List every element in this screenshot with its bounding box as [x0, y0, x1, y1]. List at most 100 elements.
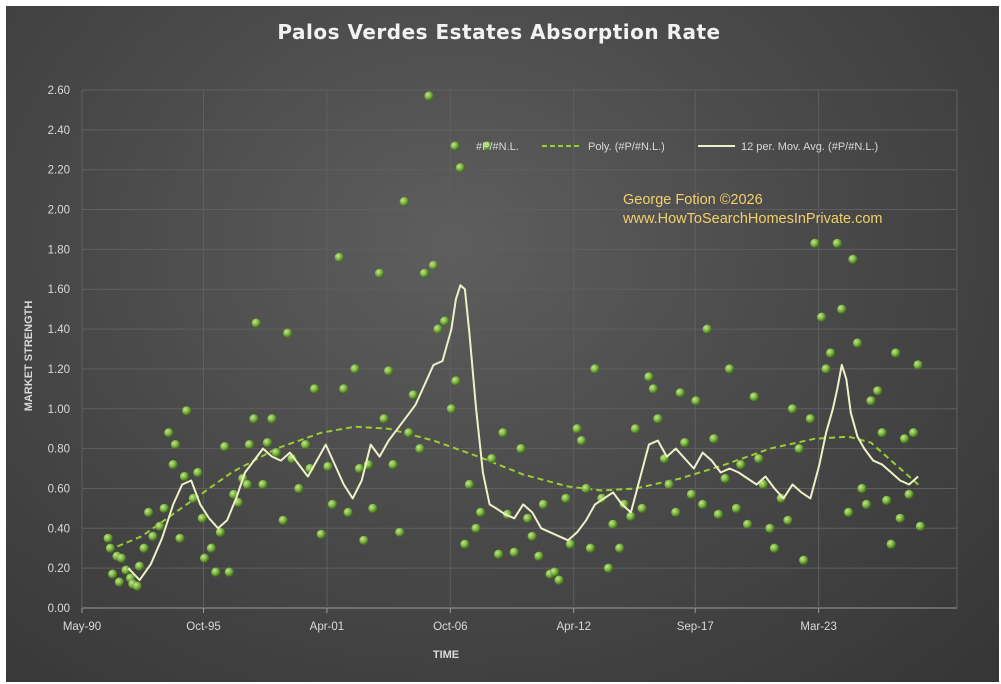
- data-point: [460, 539, 470, 549]
- data-point: [758, 479, 768, 490]
- data-point: [135, 561, 145, 571]
- data-point: [637, 503, 647, 513]
- data-point: [749, 392, 759, 402]
- grid-layer: [81, 89, 958, 609]
- data-point: [680, 438, 690, 448]
- data-point: [155, 521, 165, 531]
- data-point: [799, 555, 809, 565]
- data-point: [193, 467, 203, 478]
- data-point: [278, 515, 288, 525]
- data-point: [900, 434, 910, 444]
- data-point: [334, 252, 344, 262]
- data-point: [653, 414, 663, 424]
- data-point: [310, 384, 320, 394]
- data-point: [482, 141, 492, 151]
- y-tick-label: 2.00: [48, 205, 70, 217]
- data-point: [648, 384, 659, 394]
- credit-author: George Fotion ©2026: [623, 192, 763, 208]
- data-point: [354, 463, 365, 474]
- data-point: [882, 495, 892, 505]
- y-tick-label: 1.80: [48, 244, 70, 256]
- y-tick-label: 1.00: [48, 404, 70, 416]
- data-point: [713, 509, 724, 519]
- data-point: [765, 523, 775, 533]
- scatter-layer: [103, 91, 926, 591]
- data-point: [698, 499, 708, 509]
- data-point: [249, 414, 259, 424]
- data-point: [258, 479, 268, 490]
- data-point: [139, 543, 149, 553]
- data-point: [121, 565, 131, 575]
- data-point: [224, 567, 234, 577]
- data-point: [350, 364, 360, 374]
- data-point: [343, 507, 353, 517]
- data-point: [170, 440, 181, 450]
- data-point: [805, 414, 816, 424]
- data-point: [215, 527, 225, 537]
- data-point: [294, 483, 304, 494]
- data-point: [787, 404, 798, 414]
- x-axis-label: TIME: [433, 649, 459, 661]
- data-point: [114, 577, 124, 587]
- data-point: [886, 539, 896, 549]
- x-tick-label: Oct-06: [433, 621, 468, 633]
- y-tick-label: 1.20: [48, 364, 70, 376]
- data-point: [464, 479, 474, 490]
- data-point: [837, 304, 847, 314]
- data-point: [206, 543, 216, 553]
- legend-label-poly: Poly. (#P/#N.L.): [588, 141, 665, 153]
- data-point: [168, 460, 178, 470]
- data-point: [891, 348, 901, 358]
- data-point: [471, 523, 481, 533]
- data-point: [179, 471, 190, 482]
- axis-layer: 0.00 0.20 0.40 0.60 0.80 1.00 1.20 1.40 1.60 1.80…: [48, 85, 837, 633]
- data-point: [565, 539, 576, 549]
- data-point: [242, 479, 252, 490]
- data-point: [523, 513, 533, 523]
- data-point: [283, 328, 293, 338]
- data-point: [821, 364, 831, 374]
- data-point: [446, 404, 456, 414]
- data-point: [327, 499, 338, 509]
- data-point: [516, 444, 526, 454]
- x-tick-label: Oct-95: [186, 621, 221, 633]
- data-point: [554, 575, 564, 585]
- data-point: [368, 503, 378, 513]
- data-point: [577, 436, 587, 446]
- y-tick-label: 2.20: [48, 165, 70, 177]
- data-point: [904, 489, 914, 499]
- data-point: [826, 348, 836, 358]
- data-point: [339, 384, 349, 394]
- data-point: [603, 563, 614, 573]
- data-point: [671, 507, 681, 517]
- data-point: [619, 499, 629, 509]
- data-point: [664, 479, 674, 490]
- data-point: [404, 428, 414, 438]
- data-point: [408, 390, 418, 400]
- data-point: [810, 238, 820, 248]
- y-tick-label: 2.60: [48, 85, 70, 97]
- data-point: [873, 386, 883, 396]
- data-point: [561, 493, 571, 503]
- data-point: [316, 529, 326, 539]
- data-point: [844, 507, 854, 517]
- legend-label-mavg: 12 per. Mov. Avg. (#P/#N.L.): [741, 141, 878, 153]
- y-tick-label: 0.80: [48, 444, 70, 456]
- data-point: [305, 463, 315, 474]
- data-point: [301, 440, 311, 450]
- data-point: [709, 434, 719, 444]
- data-point: [487, 454, 497, 464]
- legend-marker-scatter: [450, 141, 460, 151]
- data-point: [509, 547, 519, 557]
- data-point: [754, 454, 764, 464]
- data-point: [794, 444, 804, 454]
- y-tick-label: 1.40: [48, 324, 70, 336]
- data-point: [384, 366, 394, 376]
- data-point: [132, 581, 142, 591]
- legend: #P/#N.L. Poly. (#P/#N.L.) 12 per. Mov. A…: [450, 141, 878, 153]
- legend-label-scatter: #P/#N.L.: [476, 141, 519, 153]
- data-point: [159, 503, 169, 513]
- data-point: [117, 553, 127, 563]
- y-axis-label: MARKET STRENGTH: [23, 301, 35, 412]
